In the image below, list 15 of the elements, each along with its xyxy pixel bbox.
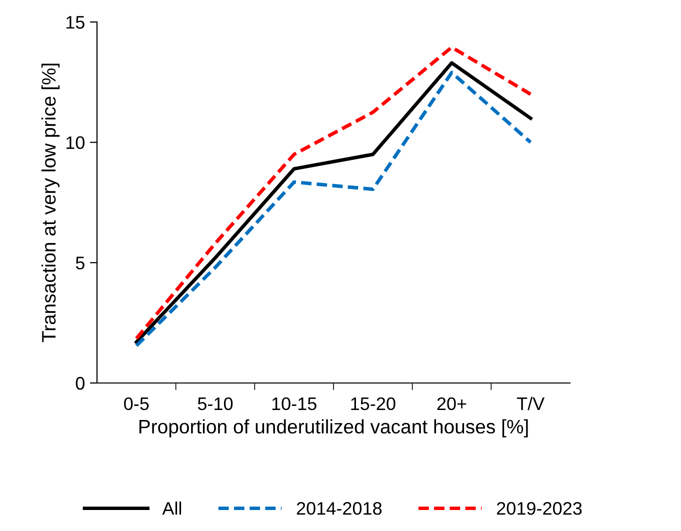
legend-label: 2019-2023 (497, 502, 582, 515)
x-tick-label: 5-10 (198, 397, 233, 410)
y-tick-label: 10 (66, 136, 84, 150)
x-tick-label: T/V (516, 396, 545, 410)
y-tick-label: 15 (66, 16, 84, 29)
y-tick-label: 5 (76, 256, 84, 270)
y-tick-label: 0 (76, 376, 84, 390)
x-tick-label: 15-20 (351, 397, 396, 410)
legend-label: 2014-2018 (296, 502, 382, 515)
x-axis-title: Proportion of underutilized vacant houses [%] (139, 419, 528, 438)
x-tick-label: 10-15 (272, 397, 316, 410)
x-tick-label: 20+ (437, 397, 466, 410)
legend-label: All (162, 502, 182, 515)
y-axis-title: Transaction at very low price [%] (41, 64, 60, 342)
x-tick-label: 0-5 (124, 397, 149, 410)
